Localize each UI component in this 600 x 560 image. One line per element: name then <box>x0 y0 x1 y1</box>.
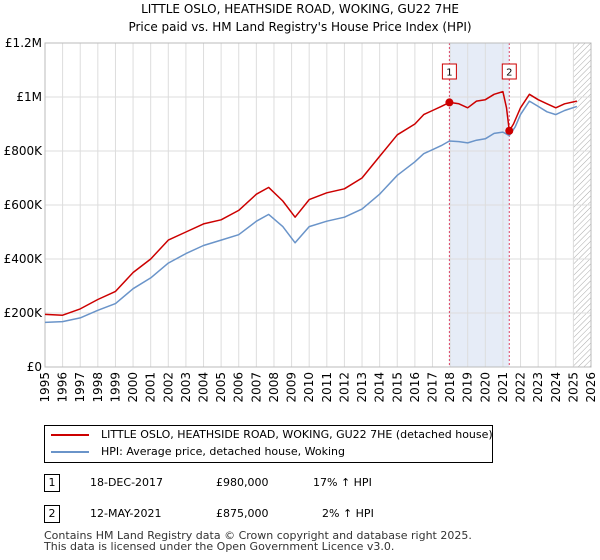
chart-title: LITTLE OSLO, HEATHSIDE ROAD, WOKING, GU2… <box>141 2 459 16</box>
x-tick-label: 2023 <box>531 372 545 403</box>
x-tick-label: 2002 <box>161 372 175 403</box>
x-tick-label: 2004 <box>197 372 211 403</box>
sale-label-text: 1 <box>446 68 452 79</box>
x-tick-label: 2014 <box>373 372 387 403</box>
x-tick-label: 2009 <box>285 372 299 403</box>
x-tick-label: 2006 <box>232 372 246 403</box>
y-tick-label: £200K <box>4 306 44 320</box>
x-tick-label: 2024 <box>549 372 563 403</box>
x-tick-label: 2007 <box>249 372 263 403</box>
x-tick-label: 2003 <box>179 372 193 403</box>
x-tick-label: 2017 <box>425 372 439 403</box>
x-tick-label: 1998 <box>91 372 105 403</box>
hpi-line <box>44 100 578 324</box>
price-chart: LITTLE OSLO, HEATHSIDE ROAD, WOKING, GU2… <box>4 2 598 403</box>
sale-date: 18-DEC-2017 <box>90 476 164 489</box>
x-tick-label: 2012 <box>337 372 351 403</box>
x-tick-label: 2001 <box>144 372 158 403</box>
sale-label-box <box>441 63 457 80</box>
sale-number-badge: 2 <box>44 505 60 523</box>
legend-item-hpi: HPI: Average price, detached house, Woki… <box>45 443 492 461</box>
legend-label-hpi: HPI: Average price, detached house, Woki… <box>101 445 345 458</box>
y-tick-label: £400K <box>4 252 44 266</box>
legend-swatch-hpi <box>51 451 89 453</box>
x-tick-label: 2015 <box>390 372 404 403</box>
sale-price: £875,000 <box>216 507 269 520</box>
legend-swatch-property <box>51 434 89 436</box>
x-tick-label: 2013 <box>355 372 369 403</box>
y-tick-label: £0 <box>27 360 42 374</box>
x-tick-label: 1999 <box>108 372 122 403</box>
x-tick-label: 2018 <box>443 372 457 403</box>
sale-label-text: 2 <box>506 68 512 79</box>
sale-label-box <box>501 63 517 80</box>
x-tick-label: 2019 <box>461 372 475 403</box>
x-tick-label: 1997 <box>73 372 87 403</box>
y-tick-label: £1M <box>16 90 42 104</box>
legend-item-property: LITTLE OSLO, HEATHSIDE ROAD, WOKING, GU2… <box>45 426 493 444</box>
legend-label-property: LITTLE OSLO, HEATHSIDE ROAD, WOKING, GU2… <box>101 428 493 441</box>
y-tick-label: £600K <box>4 198 44 212</box>
x-tick-label: 2022 <box>514 372 528 403</box>
legend: LITTLE OSLO, HEATHSIDE ROAD, WOKING, GU2… <box>44 425 493 463</box>
x-tick-label: 2020 <box>478 372 492 403</box>
x-tick-label: 2011 <box>320 372 334 403</box>
x-tick-label: 2021 <box>496 372 510 403</box>
price-paid-line <box>44 90 578 316</box>
x-tick-label: 1995 <box>38 372 52 403</box>
y-tick-label: £800K <box>4 144 44 158</box>
sale-number-badge: 1 <box>44 474 60 492</box>
x-tick-label: 2010 <box>302 372 316 403</box>
sale-hpi-change: 17% ↑ HPI <box>313 476 372 489</box>
sale-date: 12-MAY-2021 <box>90 507 162 520</box>
footer-attribution: Contains HM Land Registry data © Crown c… <box>44 530 472 552</box>
sale-point <box>505 126 514 135</box>
footer-line-1: Contains HM Land Registry data © Crown c… <box>44 529 472 542</box>
x-tick-label: 2005 <box>214 372 228 403</box>
x-tick-label: 2000 <box>126 372 140 403</box>
plot-frame <box>44 42 592 368</box>
x-tick-label: 2016 <box>408 372 422 403</box>
x-tick-label: 2008 <box>267 372 281 403</box>
x-tick-label: 1996 <box>56 372 70 403</box>
sale-row-2: 2 12-MAY-2021 £875,000 2% ↑ HPI <box>44 505 444 523</box>
y-tick-label: £1.2M <box>5 36 42 50</box>
sale-price: £980,000 <box>216 476 269 489</box>
x-tick-label: 2025 <box>566 372 580 403</box>
sale-row-1: 1 18-DEC-2017 £980,000 17% ↑ HPI <box>44 474 444 492</box>
sale-point <box>445 98 454 107</box>
chart-subtitle: Price paid vs. HM Land Registry's House … <box>128 20 471 34</box>
x-tick-label: 2026 <box>584 372 598 403</box>
footer-line-2: This data is licensed under the Open Gov… <box>44 540 395 553</box>
sale-hpi-change: 2% ↑ HPI <box>322 507 374 520</box>
